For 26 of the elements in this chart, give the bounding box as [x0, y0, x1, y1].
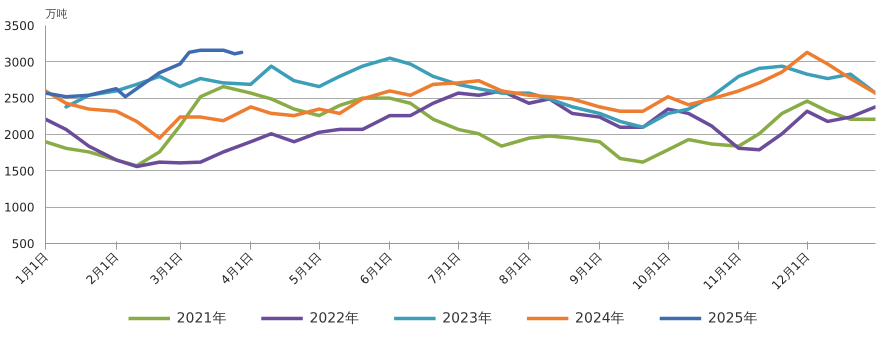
- y-tick-label: 1500: [4, 164, 35, 178]
- y-tick-label: 3500: [4, 19, 35, 33]
- x-tick-label: 11月1日: [700, 250, 744, 293]
- x-tick-label: 2月1日: [83, 250, 122, 288]
- x-tick-label: 10月1日: [630, 250, 673, 293]
- x-tick-label: 7月1日: [426, 250, 464, 288]
- y-tick-label: 1000: [4, 200, 35, 215]
- y-tick-label: 2500: [4, 92, 35, 106]
- x-tick-label: 3月1日: [147, 250, 185, 288]
- legend-label: 2024年: [575, 310, 625, 326]
- x-tick-label: 12月1日: [768, 250, 812, 293]
- legend-label: 2025年: [708, 310, 758, 326]
- x-tick-label: 6月1日: [357, 250, 395, 288]
- x-tick-label: 5月1日: [286, 250, 324, 288]
- y-axis-title: 万吨: [46, 8, 68, 20]
- x-tick-label: 9月1日: [566, 250, 605, 288]
- y-tick-label: 2000: [4, 128, 35, 142]
- x-tick-label: 1月1日: [12, 250, 50, 288]
- y-tick-label: 3000: [4, 55, 35, 70]
- legend-label: 2023年: [442, 310, 492, 326]
- legend-label: 2022年: [309, 310, 360, 326]
- x-tick-label: 4月1日: [218, 250, 256, 288]
- x-tick-label: 8月1日: [496, 250, 534, 288]
- legend-label: 2021年: [176, 310, 226, 326]
- y-tick-label: 500: [12, 237, 34, 251]
- line-series: [46, 48, 244, 98]
